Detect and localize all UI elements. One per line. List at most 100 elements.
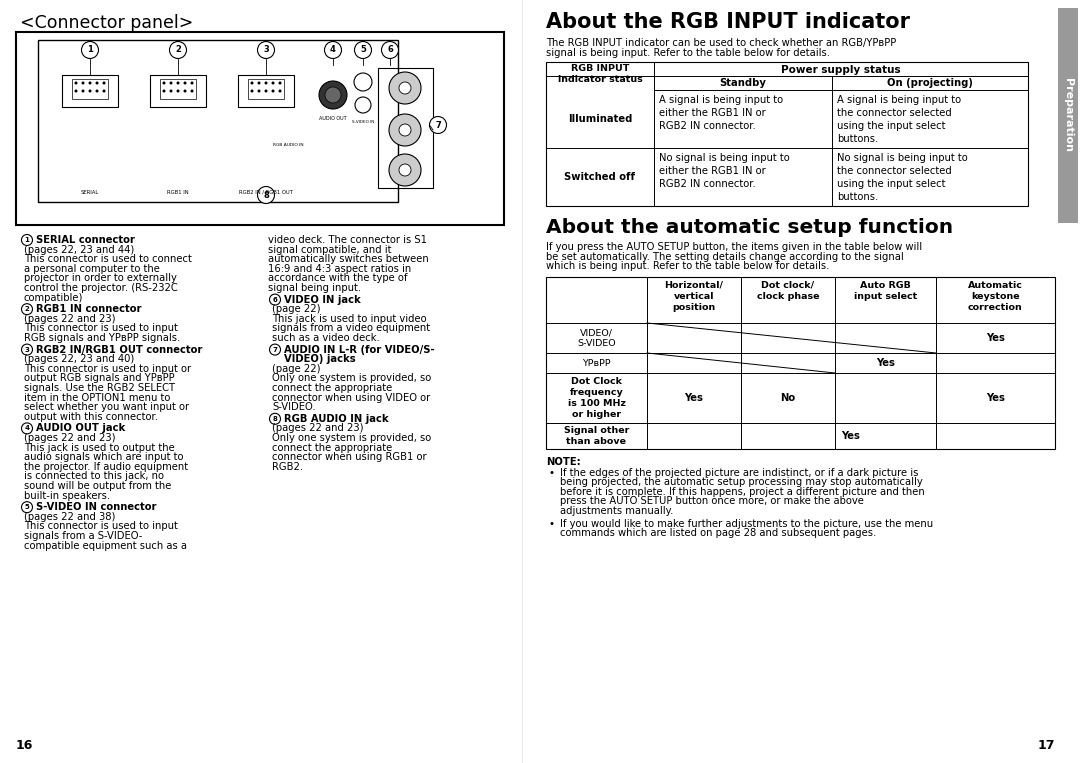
Text: RGB1 IN: RGB1 IN <box>167 189 189 195</box>
Text: •: • <box>549 519 555 529</box>
Text: Auto RGB
input select: Auto RGB input select <box>854 281 917 301</box>
Circle shape <box>95 82 98 85</box>
Text: AUDIO IN L-R (for VIDEO/S-: AUDIO IN L-R (for VIDEO/S- <box>284 345 434 355</box>
Text: If you press the AUTO SETUP button, the items given in the table below will: If you press the AUTO SETUP button, the … <box>546 242 922 253</box>
Text: signals from a S-VIDEO-: signals from a S-VIDEO- <box>24 531 143 541</box>
Text: RGB2 IN / RGB1 OUT: RGB2 IN / RGB1 OUT <box>239 189 293 195</box>
Text: Dot clock/
clock phase: Dot clock/ clock phase <box>757 281 820 301</box>
Text: being projected, the automatic setup processing may stop automatically: being projected, the automatic setup pro… <box>561 477 922 488</box>
Text: Dot Clock
frequency
is 100 MHz
or higher: Dot Clock frequency is 100 MHz or higher <box>567 378 625 419</box>
Bar <box>62 75 118 107</box>
Text: 3: 3 <box>25 346 29 353</box>
Text: Only one system is provided, so: Only one system is provided, so <box>272 433 431 443</box>
Text: signals from a video equipment: signals from a video equipment <box>272 324 430 333</box>
Circle shape <box>257 82 260 85</box>
Text: the projector. If audio equipment: the projector. If audio equipment <box>24 462 188 472</box>
Text: be set automatically. The setting details change according to the signal: be set automatically. The setting detail… <box>546 252 904 262</box>
Text: This connector is used to input: This connector is used to input <box>24 521 178 531</box>
Text: VIDEO IN jack: VIDEO IN jack <box>284 295 361 304</box>
Text: SERIAL: SERIAL <box>81 189 99 195</box>
Text: If you would like to make further adjustments to the picture, use the menu: If you would like to make further adjust… <box>561 519 933 529</box>
Text: Automatic
keystone
correction: Automatic keystone correction <box>968 281 1023 312</box>
Text: 1: 1 <box>87 46 93 54</box>
Bar <box>38 40 399 202</box>
Circle shape <box>251 82 254 85</box>
Circle shape <box>22 234 32 246</box>
Text: Yes: Yes <box>685 393 703 403</box>
Circle shape <box>81 41 98 59</box>
Text: accordance with the type of: accordance with the type of <box>268 273 407 283</box>
Text: RGB1 IN connector: RGB1 IN connector <box>36 304 141 314</box>
Circle shape <box>170 89 173 92</box>
Text: select whether you want input or: select whether you want input or <box>24 402 189 412</box>
Text: sound will be output from the: sound will be output from the <box>24 481 172 491</box>
Bar <box>160 79 195 99</box>
Circle shape <box>270 344 281 355</box>
Circle shape <box>319 81 347 109</box>
Circle shape <box>270 294 281 305</box>
Text: 2: 2 <box>175 46 181 54</box>
Circle shape <box>22 304 32 314</box>
Text: control the projector. (RS-232C: control the projector. (RS-232C <box>24 283 178 293</box>
Text: item in the OPTION1 menu to: item in the OPTION1 menu to <box>24 393 171 403</box>
Circle shape <box>95 89 98 92</box>
Text: (pages 22 and 23): (pages 22 and 23) <box>24 433 116 443</box>
Text: VIDEO) jacks: VIDEO) jacks <box>284 354 355 364</box>
Text: 7: 7 <box>272 346 278 353</box>
Bar <box>72 79 108 99</box>
Text: RGB INPUT
indicator status: RGB INPUT indicator status <box>557 64 643 84</box>
Text: Power supply status: Power supply status <box>781 65 901 76</box>
Circle shape <box>257 89 260 92</box>
Text: is connected to this jack, no: is connected to this jack, no <box>24 472 164 481</box>
Circle shape <box>190 82 193 85</box>
Text: Only one system is provided, so: Only one system is provided, so <box>272 373 431 383</box>
Circle shape <box>81 89 84 92</box>
Circle shape <box>103 89 106 92</box>
Text: output RGB signals and YPвPР: output RGB signals and YPвPР <box>24 373 175 383</box>
Text: Switched off: Switched off <box>565 172 635 182</box>
Circle shape <box>325 87 341 103</box>
Circle shape <box>184 82 187 85</box>
Text: No: No <box>781 393 796 403</box>
Text: a personal computer to the: a personal computer to the <box>24 264 160 274</box>
Text: signal being input.: signal being input. <box>268 283 361 293</box>
Text: 16:9 and 4:3 aspect ratios in: 16:9 and 4:3 aspect ratios in <box>268 264 411 274</box>
Text: This jack is used to output the: This jack is used to output the <box>24 443 175 452</box>
Text: 5: 5 <box>25 504 29 510</box>
Circle shape <box>103 82 106 85</box>
Text: Yes: Yes <box>986 333 1004 343</box>
Text: NOTE:: NOTE: <box>546 457 581 467</box>
Text: AUDIO OUT jack: AUDIO OUT jack <box>36 423 125 433</box>
Text: Yes: Yes <box>876 358 895 368</box>
Text: VIDEO/
S-VIDEO: VIDEO/ S-VIDEO <box>577 328 616 348</box>
Text: connect the appropriate: connect the appropriate <box>272 383 392 393</box>
Text: No signal is being input to
the connector selected
using the input select
button: No signal is being input to the connecto… <box>837 153 968 201</box>
Bar <box>546 63 1028 206</box>
Text: <Connector panel>: <Connector panel> <box>21 14 193 32</box>
Text: AUDIO OUT: AUDIO OUT <box>320 115 347 121</box>
Circle shape <box>389 154 421 186</box>
Circle shape <box>257 186 274 204</box>
Circle shape <box>22 344 32 355</box>
Text: 8: 8 <box>272 416 278 422</box>
Circle shape <box>81 82 84 85</box>
Text: About the RGB INPUT indicator: About the RGB INPUT indicator <box>546 12 910 32</box>
Text: before it is complete. If this happens, project a different picture and then: before it is complete. If this happens, … <box>561 487 924 497</box>
Bar <box>378 68 433 188</box>
Text: 1: 1 <box>25 237 29 243</box>
Text: such as a video deck.: such as a video deck. <box>272 333 380 343</box>
Circle shape <box>184 89 187 92</box>
Text: YPвPР: YPвPР <box>582 359 611 368</box>
Text: 16: 16 <box>16 739 33 752</box>
Text: which is being input. Refer to the table below for details.: which is being input. Refer to the table… <box>546 262 829 272</box>
Text: 4: 4 <box>25 426 29 431</box>
Text: RGB AUDIO IN jack: RGB AUDIO IN jack <box>284 414 389 423</box>
Bar <box>238 75 294 107</box>
Circle shape <box>75 89 78 92</box>
Text: 6: 6 <box>387 46 393 54</box>
Circle shape <box>170 82 173 85</box>
Text: press the AUTO SETUP button once more, or make the above: press the AUTO SETUP button once more, o… <box>561 497 864 507</box>
Text: 8: 8 <box>264 191 269 199</box>
Text: 4: 4 <box>330 46 336 54</box>
Circle shape <box>389 72 421 104</box>
